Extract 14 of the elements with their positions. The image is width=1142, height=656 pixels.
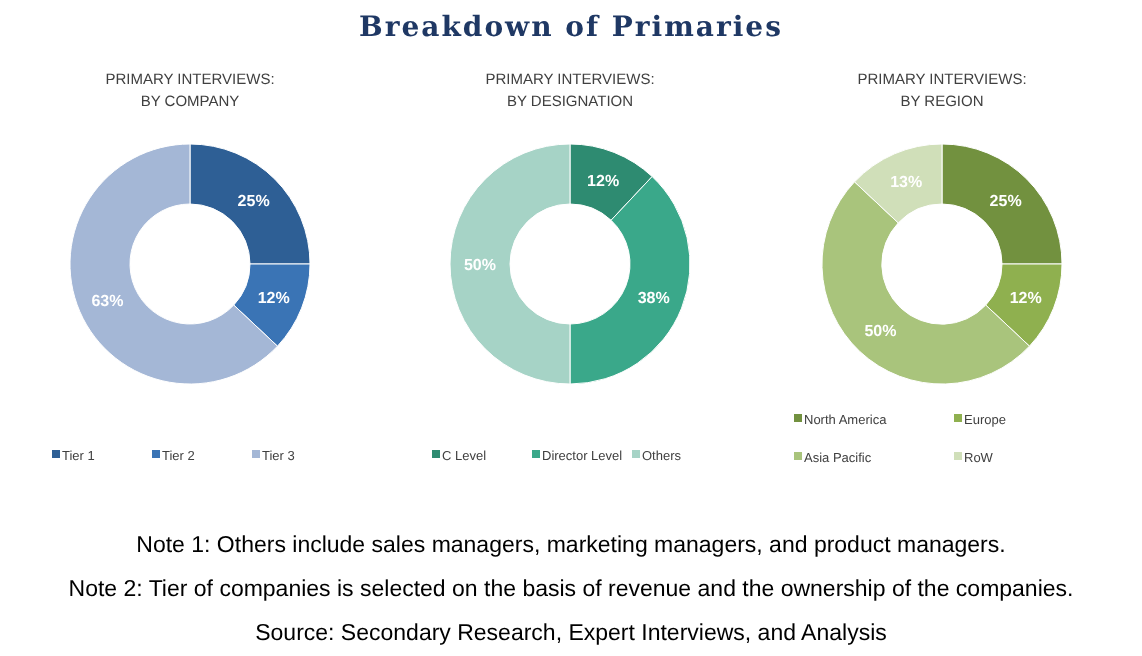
data-label: 13%	[890, 173, 923, 192]
text: Breakdown of Primaries	[359, 12, 783, 44]
data-label: 50%	[463, 256, 497, 274]
data-label: 63%	[91, 291, 124, 310]
data-label: 50%	[864, 321, 897, 340]
data-label: 12%	[257, 289, 290, 308]
text: Note 2: Tier of companies is selected on the basis of revenue and the ownership of the companies.	[68, 578, 1074, 602]
source-note: Source: Secondary Research, Expert Interviews, and Analysis	[255, 622, 888, 646]
data-label: 12%	[587, 172, 620, 191]
data-label: 25%	[989, 192, 1022, 211]
data-label: 38%	[637, 289, 670, 308]
data-label: 12%	[1009, 289, 1042, 308]
text: Note 1: Others include sales managers, marketing managers, and product managers.	[136, 534, 1006, 558]
data-label: 25%	[237, 192, 270, 211]
